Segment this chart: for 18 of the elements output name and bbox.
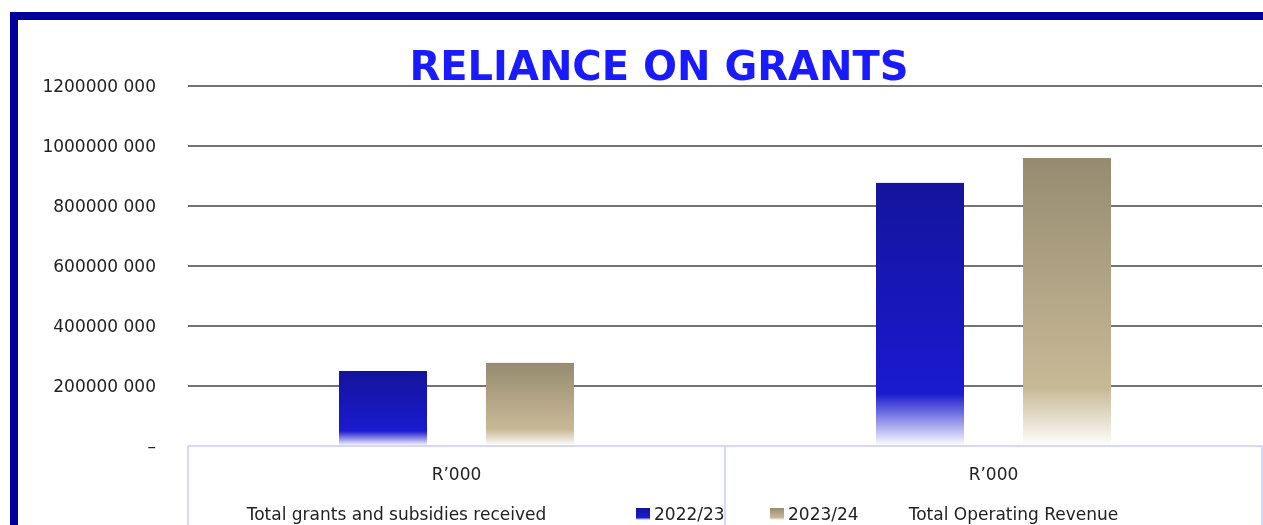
y-tick-label: – [147, 435, 156, 456]
x-tick-label: Total grants and subsidies received [245, 504, 547, 524]
y-tick-label: 800000 000 [53, 195, 156, 216]
text: R’000 [968, 464, 1019, 484]
y-tick-label: 1200000 000 [42, 75, 156, 96]
legend-label: 2023/24 [788, 504, 859, 524]
y-tick-label: 1000000 000 [42, 135, 156, 156]
text: R’000 [431, 464, 482, 484]
bar [876, 182, 964, 446]
x-tick-label: Total Operating Revenue [907, 504, 1119, 524]
y-tick-label: 600000 000 [53, 255, 156, 276]
bar [486, 362, 574, 446]
y-tick-label: 200000 000 [53, 375, 156, 396]
bar [1023, 158, 1111, 446]
y-tick-label: 400000 000 [53, 315, 156, 336]
bar [339, 371, 427, 446]
chart-title: RELIANCE ON GRANTS [409, 43, 909, 89]
legend-label: 2022/23 [654, 504, 725, 524]
